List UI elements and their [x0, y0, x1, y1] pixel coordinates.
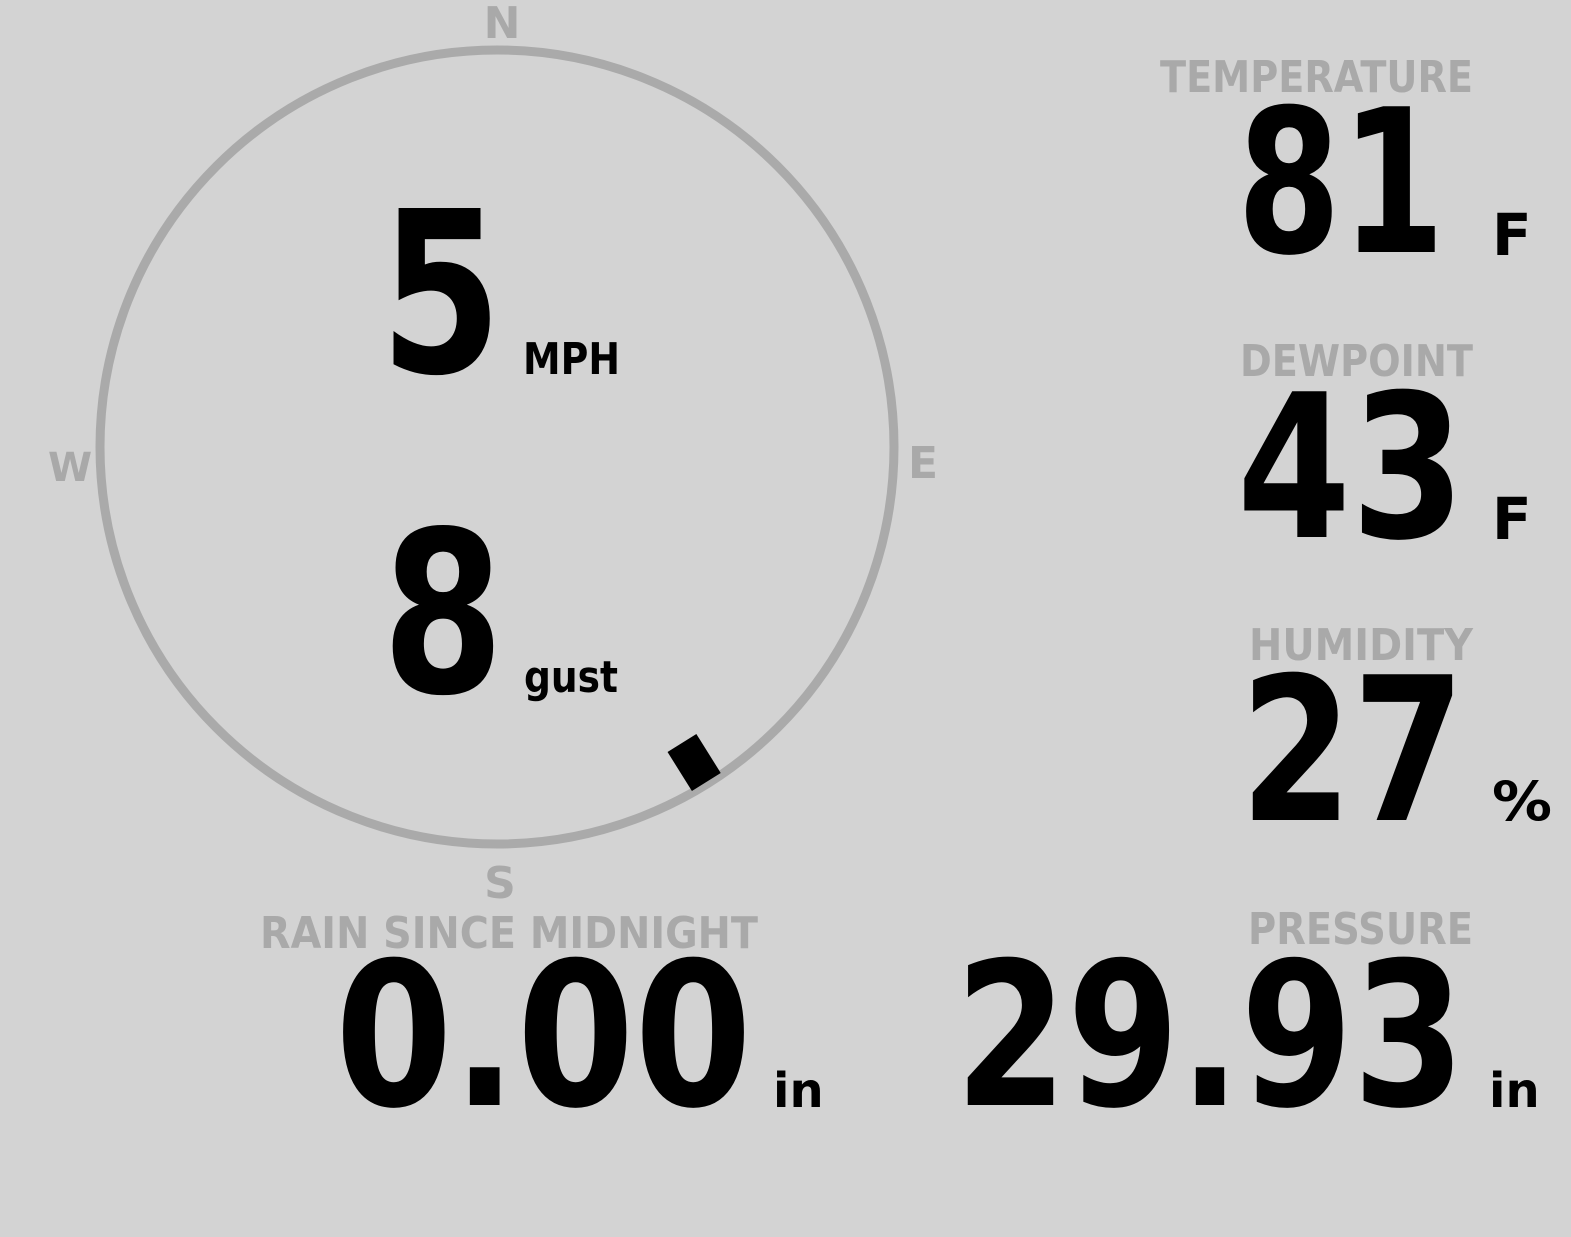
wind-direction-pointer	[667, 733, 721, 791]
pressure-value: 29.93	[955, 920, 1465, 1153]
humidity-unit: %	[1492, 770, 1552, 833]
pressure-label: PRESSURE	[1248, 904, 1473, 955]
rain-unit: in	[773, 1063, 824, 1119]
pressure-unit: in	[1489, 1063, 1540, 1119]
temperature-label: TEMPERATURE	[1160, 52, 1473, 103]
wind-speed-unit: MPH	[523, 334, 620, 385]
humidity-label: HUMIDITY	[1249, 620, 1474, 671]
wind-speed: 5	[380, 164, 502, 426]
dewpoint-label: DEWPOINT	[1240, 336, 1473, 387]
compass-north: N	[484, 0, 521, 49]
rain-label: RAIN SINCE MIDNIGHT	[260, 908, 758, 959]
compass-south: S	[484, 858, 516, 909]
temperature-value: 81	[1237, 67, 1445, 300]
wind-gust: 8	[382, 484, 504, 746]
compass-ring	[95, 45, 899, 849]
temperature-unit: F	[1492, 201, 1532, 269]
dewpoint-value: 43	[1237, 352, 1465, 585]
rain-value: 0.00	[335, 920, 752, 1153]
wind-pointer-group	[667, 733, 721, 791]
wind-gust-unit: gust	[524, 652, 618, 703]
humidity-value: 27	[1240, 635, 1465, 868]
dewpoint-unit: F	[1492, 485, 1532, 553]
compass-west: W	[48, 445, 92, 491]
compass-east: E	[908, 438, 938, 489]
